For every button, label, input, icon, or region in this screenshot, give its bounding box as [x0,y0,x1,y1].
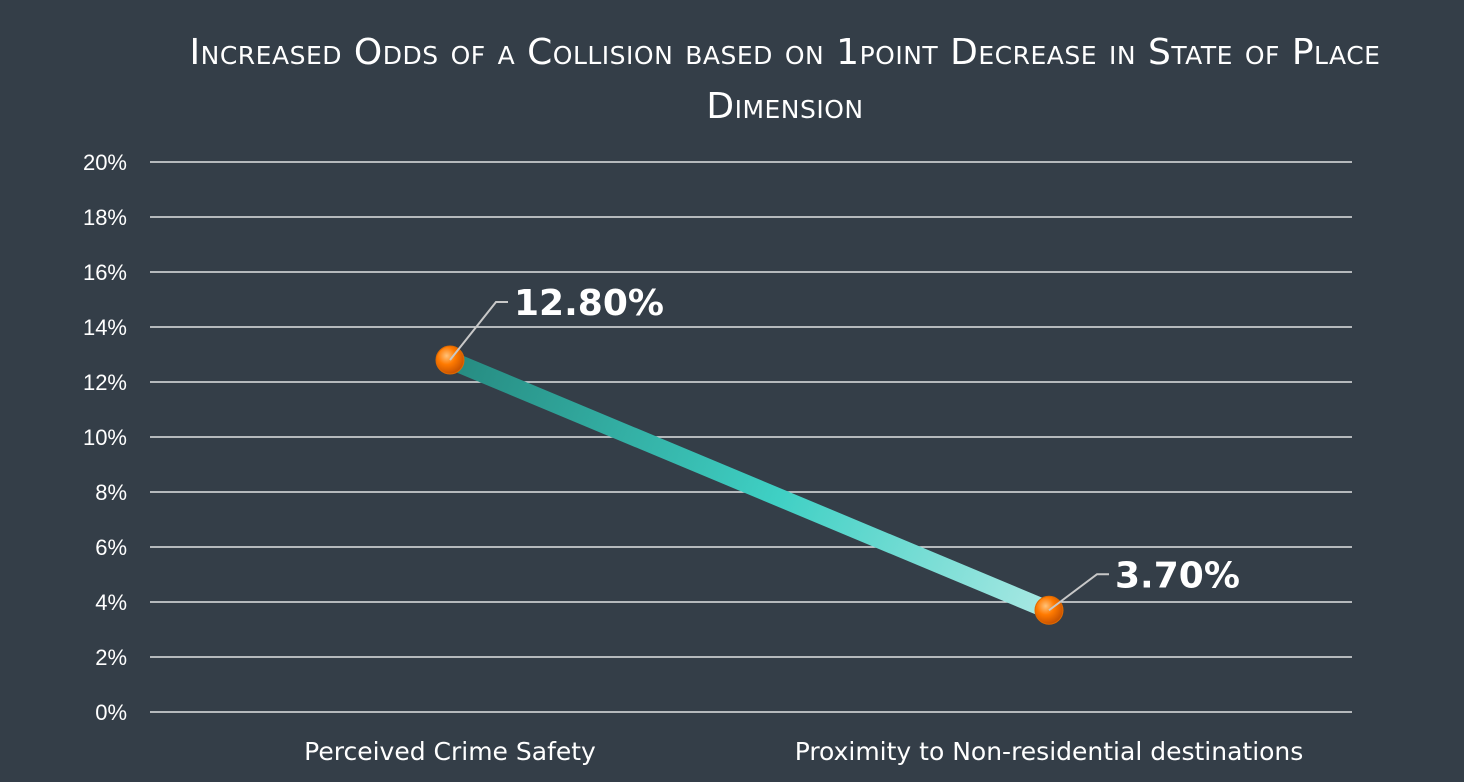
y-tick-label: 12% [83,370,127,395]
leader-line [1048,573,1109,612]
y-tick-label: 14% [83,315,127,340]
data-label: 12.80% [514,283,664,324]
y-axis: 0% 2% 4% 6% 8% 10% 12% 14% 16% 18% 20% [83,150,127,725]
x-category-label: Proximity to Non-residential destination… [795,737,1304,766]
y-tick-label: 8% [95,480,127,505]
y-tick-label: 18% [83,205,127,230]
x-axis: Perceived Crime Safety Proximity to Non-r… [304,737,1303,766]
y-tick-label: 20% [83,150,127,175]
chart-title: Increased Odds of a Collision based on 1… [189,32,1381,127]
data-labels: 12.80% 3.70% [449,283,1240,612]
y-tick-label: 2% [95,645,127,670]
series-line [446,351,1053,619]
gridlines [150,161,1352,713]
x-category-label: Perceived Crime Safety [304,737,596,766]
y-tick-label: 6% [95,535,127,560]
y-tick-label: 4% [95,590,127,615]
y-tick-label: 0% [95,700,127,725]
y-tick-label: 16% [83,260,127,285]
series [435,345,1064,625]
y-tick-label: 10% [83,425,127,450]
data-label: 3.70% [1115,555,1240,596]
leader-line [449,301,508,361]
